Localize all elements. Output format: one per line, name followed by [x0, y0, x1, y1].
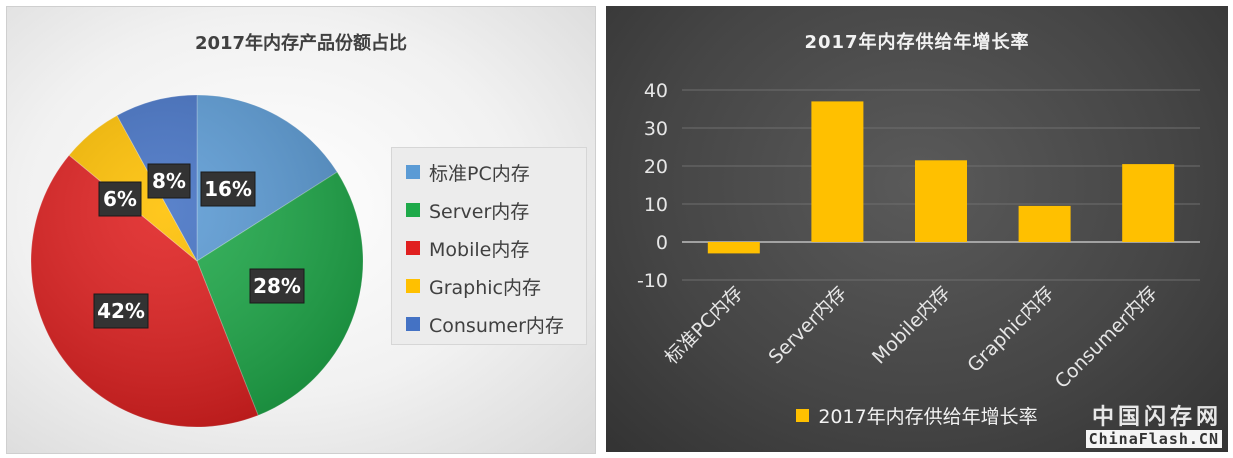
x-tick-label: Mobile内存 — [868, 282, 954, 368]
bar — [1122, 164, 1175, 242]
legend-swatch-pc — [406, 165, 420, 179]
x-tick-label: Consumer内存 — [1051, 282, 1162, 393]
bar-legend-label: 2017年内存供给年增长率 — [818, 406, 1038, 428]
svg-text:28%: 28% — [253, 274, 301, 298]
legend-item-consumer: Consumer内存 — [406, 312, 564, 337]
bar-chart-title: 2017年内存供给年增长率 — [804, 32, 1030, 53]
x-tick-label: Graphic内存 — [963, 282, 1058, 377]
legend-label-server: Server内存 — [429, 200, 530, 223]
pie-data-label-graphic: 6% — [98, 181, 142, 217]
svg-text:42%: 42% — [97, 299, 145, 323]
bar-chart-panel: 2017年内存供给年增长率 40 30 20 10 0 -10 标准PC内存 Server内存… — [606, 6, 1228, 452]
y-tick-label: 0 — [656, 232, 668, 254]
svg-text:16%: 16% — [204, 177, 252, 201]
pie-legend: 标准PC内存 Server内存 Mobile内存 Graphic内存 Consu… — [391, 147, 587, 345]
legend-label-graphic: Graphic内存 — [429, 276, 542, 299]
bar-legend: 2017年内存供给年增长率 — [606, 402, 1228, 429]
bar-legend-swatch — [796, 409, 810, 422]
bar — [707, 242, 760, 254]
watermark-domain: ChinaFlash.CN — [1085, 430, 1222, 448]
y-tick-label: 20 — [644, 156, 668, 178]
pie-chart-panel: 2017年内存产品份额占比 16% 28% 42% 6% 8% 标准PC内存 Serve… — [6, 6, 596, 454]
legend-item-graphic: Graphic内存 — [406, 274, 542, 299]
legend-label-consumer: Consumer内存 — [429, 314, 564, 337]
svg-text:8%: 8% — [152, 169, 186, 193]
y-tick-label: 40 — [644, 80, 668, 102]
y-tick-label: 30 — [644, 118, 668, 140]
x-tick-label: Server内存 — [764, 282, 850, 368]
pie-shading — [31, 95, 363, 427]
legend-swatch-graphic — [406, 279, 420, 293]
legend-item-server: Server内存 — [406, 198, 530, 223]
pie-chart: 16% 28% 42% 6% 8% — [30, 94, 364, 428]
legend-label-pc: 标准PC内存 — [429, 162, 530, 185]
x-tick-label: 标准PC内存 — [661, 282, 748, 369]
watermark-title: 中国闪存网 — [1091, 405, 1222, 430]
legend-swatch-consumer — [406, 317, 420, 331]
y-tick-label: -10 — [637, 270, 668, 292]
bar — [915, 160, 967, 242]
pie-data-label-server: 28% — [249, 268, 305, 304]
pie-data-label-pc: 16% — [200, 171, 256, 207]
bar — [811, 101, 864, 243]
pie-data-label-consumer: 8% — [147, 163, 191, 199]
pie-data-label-mobile: 42% — [93, 293, 149, 329]
legend-item-pc: 标准PC内存 — [406, 160, 530, 185]
bar — [1018, 205, 1071, 242]
svg-text:6%: 6% — [103, 187, 137, 211]
legend-swatch-mobile — [406, 241, 420, 255]
legend-item-mobile: Mobile内存 — [406, 236, 530, 261]
legend-label-mobile: Mobile内存 — [429, 238, 530, 261]
y-tick-label: 10 — [644, 194, 668, 216]
legend-swatch-server — [406, 203, 420, 217]
pie-chart-title: 2017年内存产品份额占比 — [194, 33, 408, 54]
watermark: 中国闪存网 ChinaFlash.CN — [1085, 405, 1222, 448]
